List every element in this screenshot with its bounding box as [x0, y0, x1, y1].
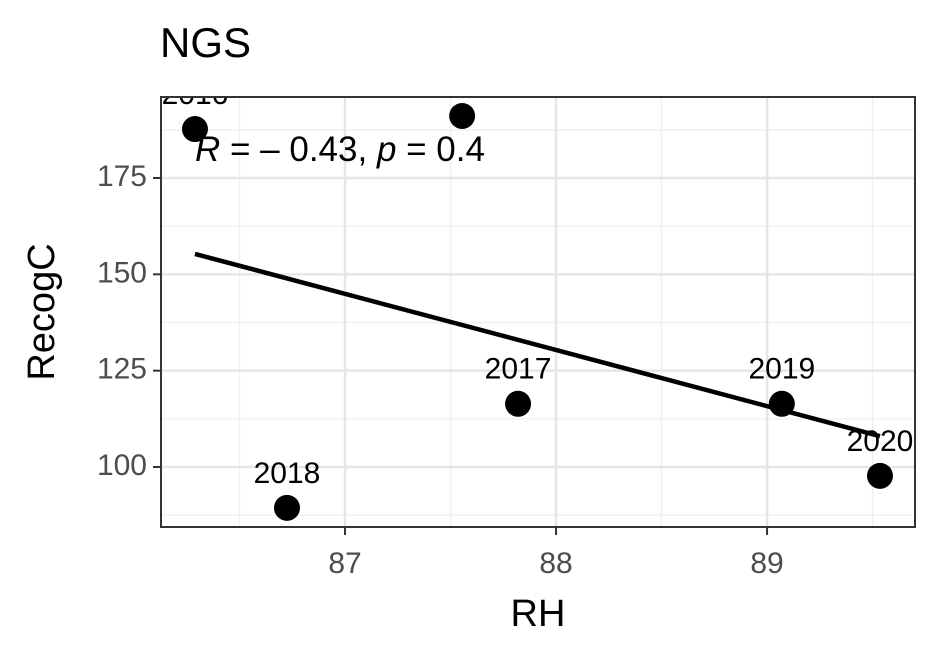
x-tick-label: 89: [750, 547, 783, 580]
annotation-part: p: [376, 130, 396, 169]
y-tick-label: 125: [97, 353, 147, 386]
point-label: 2019: [748, 353, 815, 386]
x-tick-label: 87: [328, 547, 361, 580]
fit-line: [194, 251, 881, 439]
point-label: 2017: [485, 353, 552, 386]
annotation-part: R: [195, 130, 220, 169]
y-tick-label: 100: [97, 449, 147, 482]
point: [273, 494, 300, 521]
axes: 87 88 89 100 125 150 175: [97, 160, 784, 580]
point: [768, 390, 795, 417]
point: [505, 390, 532, 417]
annotation: R = – 0.43, p = 0.4: [195, 130, 485, 169]
annotation-part: = – 0.43,: [220, 130, 377, 169]
point: [449, 102, 476, 129]
panel-border: [160, 96, 916, 528]
y-tick-label: 150: [97, 256, 147, 289]
point-label: 2018: [254, 457, 321, 490]
point: [866, 462, 893, 489]
grid: [161, 97, 915, 527]
point-label: 2016: [162, 78, 229, 111]
chart-title: NGS: [160, 19, 251, 66]
point: [181, 116, 208, 143]
y-tick-label: 175: [97, 160, 147, 193]
x-tick-label: 88: [539, 547, 572, 580]
panel: 2016 2017 2018 2019 2020 R = – 0.43, p = 0.4: [162, 78, 914, 521]
y-axis-title: RecogC: [21, 243, 63, 380]
point-label: 2020: [847, 425, 914, 458]
annotation-part: = 0.4: [396, 130, 485, 169]
x-axis-title: RH: [511, 593, 566, 635]
